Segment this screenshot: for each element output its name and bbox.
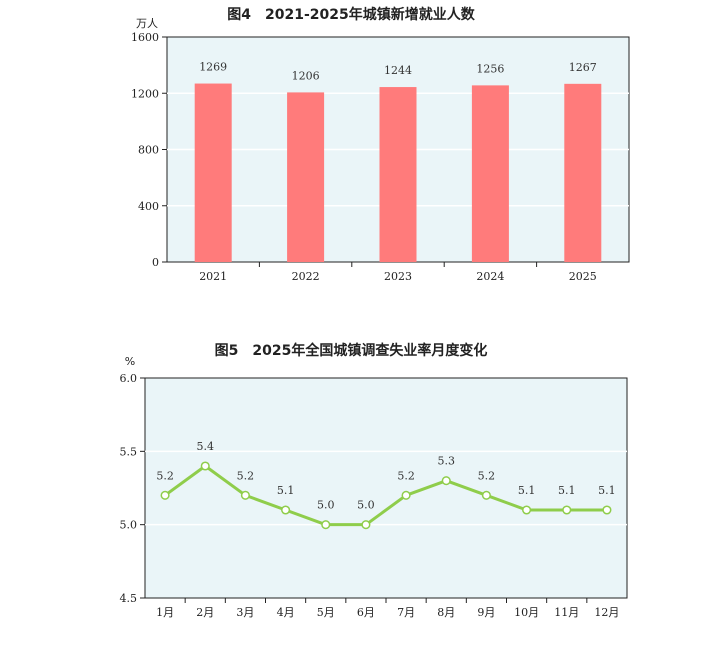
data-label: 5.1 [598,484,616,497]
x-tick-label: 2025 [569,270,597,283]
plot-area [144,377,628,599]
data-label: 5.1 [558,484,576,497]
point-9月 [481,490,491,500]
x-tick-label: 2月 [196,606,214,619]
y-tick-label: 6.0 [120,372,138,385]
data-label: 1244 [384,64,412,77]
x-tick-label: 11月 [554,606,579,619]
x-tick-label: 2023 [384,270,412,283]
point-3月 [240,490,250,500]
data-label: 1206 [292,69,320,82]
chart1-title: 图4 2021-2025年城镇新增就业人数 [227,7,475,23]
y-tick-label: 0 [152,256,159,269]
point-6月 [361,520,371,530]
x-tick-label: 10月 [514,606,539,619]
x-tick-label: 8月 [437,606,455,619]
data-label: 1256 [476,62,504,75]
point-4月 [281,505,291,515]
data-label: 5.0 [317,499,335,512]
data-label: 5.2 [237,469,255,482]
point-1月 [160,490,170,500]
x-tick-label: 3月 [236,606,254,619]
y-tick-label: 5.0 [120,519,138,532]
x-tick-label: 5月 [317,606,335,619]
y-tick-label: 400 [138,200,159,213]
x-tick-label: 4月 [277,606,295,619]
data-label: 5.1 [277,484,295,497]
x-tick-label: 1月 [156,606,174,619]
x-tick-label: 12月 [594,606,619,619]
x-tick-label: 2022 [292,270,320,283]
bar-2021 [194,83,232,262]
data-label: 1267 [569,61,597,74]
y-axis-unit: % [125,355,135,368]
data-label: 5.0 [357,499,375,512]
data-label: 5.2 [397,469,415,482]
bar-2024 [471,85,509,262]
y-tick-label: 1600 [131,31,159,44]
point-2月 [200,461,210,471]
x-tick-label: 2021 [199,270,227,283]
point-10月 [522,505,532,515]
data-label: 5.3 [438,455,456,468]
y-tick-label: 1200 [131,87,159,100]
data-label: 5.4 [197,440,215,453]
point-12月 [602,505,612,515]
point-5月 [321,520,331,530]
bar-2022 [287,92,325,262]
data-label: 5.2 [478,469,496,482]
chart2-title: 图5 2025年全国城镇调查失业率月度变化 [214,343,488,359]
bar-2023 [379,87,417,262]
data-label: 1269 [199,61,227,74]
y-tick-label: 5.5 [120,445,138,458]
y-axis-unit: 万人 [136,17,158,30]
bar-2025 [564,83,602,262]
x-tick-label: 9月 [477,606,495,619]
y-tick-label: 800 [138,144,159,157]
x-tick-label: 2024 [476,270,504,283]
x-tick-label: 6月 [357,606,375,619]
data-label: 5.2 [156,469,174,482]
x-tick-label: 7月 [397,606,415,619]
data-label: 5.1 [518,484,536,497]
point-7月 [401,490,411,500]
series-line [164,464,607,527]
point-8月 [441,476,451,486]
y-tick-label: 4.5 [120,592,138,605]
point-11月 [562,505,572,515]
